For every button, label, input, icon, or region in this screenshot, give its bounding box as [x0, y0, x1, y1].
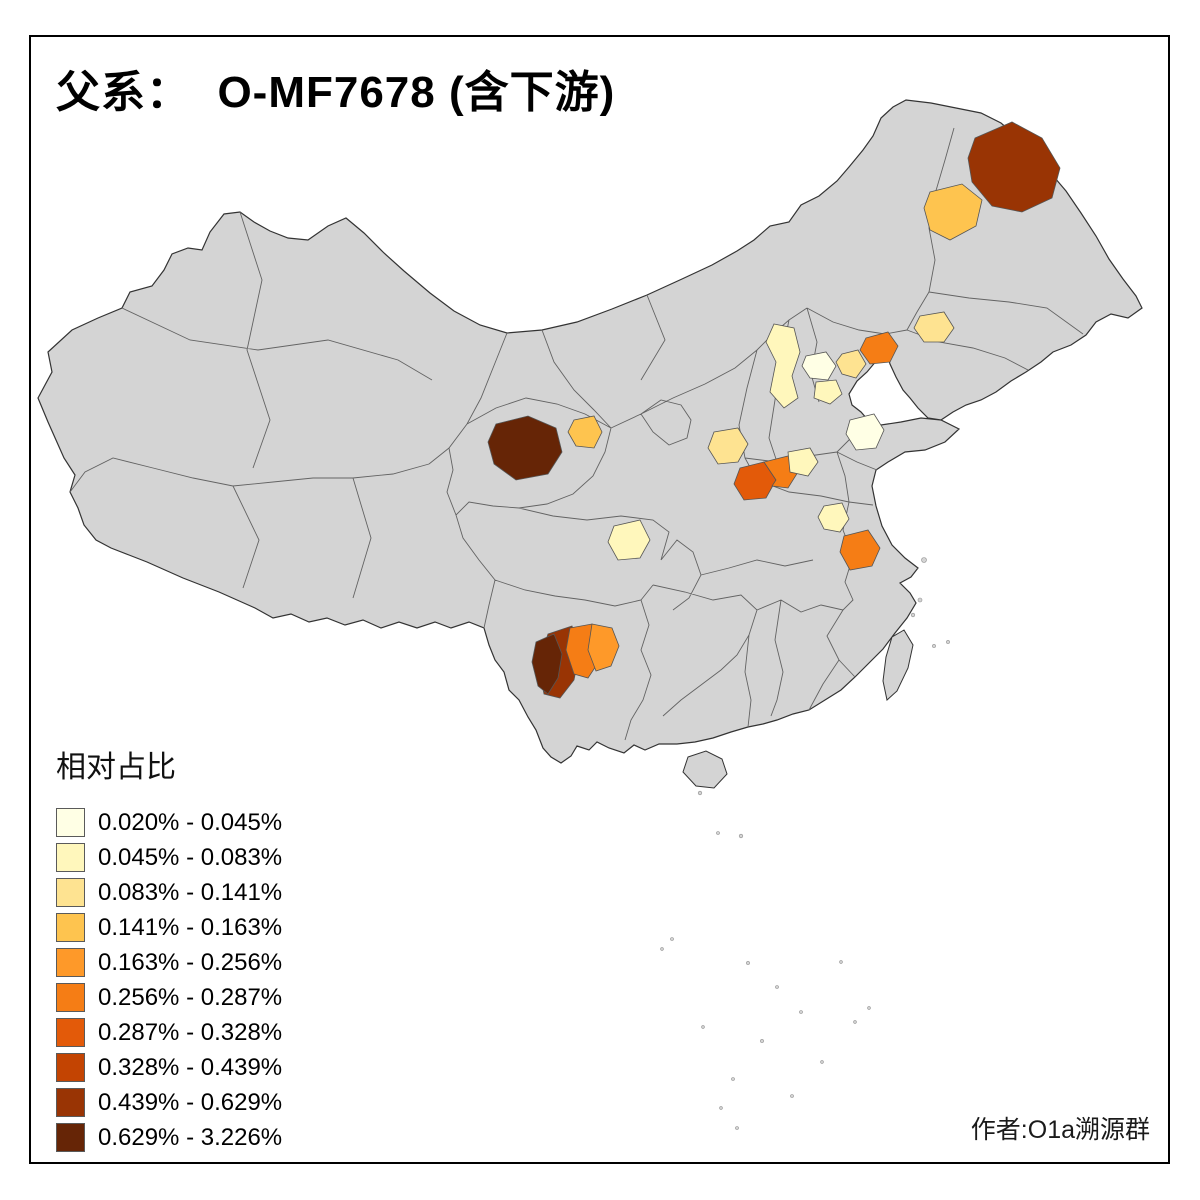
legend: 相对占比 0.020% - 0.045% 0.045% - 0.083% 0.083… [56, 742, 282, 1156]
legend-item: 0.083% - 0.141% [56, 876, 282, 909]
legend-label: 0.328% - 0.439% [98, 1053, 283, 1081]
legend-label: 0.163% - 0.256% [98, 948, 283, 976]
taiwan-island [882, 629, 914, 701]
map-region-yunnan-east [587, 623, 620, 672]
map-region-jilin [913, 311, 955, 343]
legend-swatch [56, 913, 85, 942]
legend-label: 0.083% - 0.141% [98, 878, 283, 906]
legend-item: 0.163% - 0.256% [56, 946, 282, 979]
legend-label: 0.629% - 3.226% [98, 1123, 283, 1151]
legend-item: 0.141% - 0.163% [56, 911, 282, 944]
legend-label: 0.439% - 0.629% [98, 1088, 283, 1116]
legend-swatch [56, 843, 85, 872]
legend-item: 0.256% - 0.287% [56, 981, 282, 1014]
map-region-northeast-west [923, 183, 983, 241]
legend-item: 0.439% - 0.629% [56, 1086, 282, 1119]
legend-swatch [56, 808, 85, 837]
legend-title: 相对占比 [56, 751, 176, 784]
legend-label: 0.045% - 0.083% [98, 843, 283, 871]
map-region-beijing-1 [801, 351, 837, 381]
legend-swatch [56, 1123, 85, 1152]
map-region-henan-north [787, 447, 819, 477]
hainan-island [682, 750, 728, 789]
legend-swatch [56, 1053, 85, 1082]
legend-label: 0.256% - 0.287% [98, 983, 283, 1011]
map-region-hebei-north [765, 323, 801, 409]
legend-swatch [56, 948, 85, 977]
legend-item: 0.287% - 0.328% [56, 1016, 282, 1049]
map-region-northeast-dark [967, 121, 1061, 213]
legend-item: 0.328% - 0.439% [56, 1051, 282, 1084]
legend-label: 0.287% - 0.328% [98, 1018, 283, 1046]
map-region-anhui-north [817, 502, 850, 533]
legend-items: 0.020% - 0.045% 0.045% - 0.083% 0.083% - 0… [56, 806, 282, 1154]
legend-item: 0.020% - 0.045% [56, 806, 282, 839]
map-region-beijing-2 [813, 379, 843, 405]
map-region-gansu [567, 415, 603, 449]
legend-swatch [56, 1088, 85, 1117]
legend-label: 0.141% - 0.163% [98, 913, 283, 941]
legend-swatch [56, 1018, 85, 1047]
legend-swatch [56, 878, 85, 907]
map-region-hebei-east [835, 349, 867, 379]
map-region-sichuan [607, 519, 651, 561]
page-title: 父系： O-MF7678 (含下游) [56, 68, 616, 117]
legend-item: 0.045% - 0.083% [56, 841, 282, 874]
map-region-qinghai [487, 415, 563, 481]
legend-swatch [56, 983, 85, 1012]
legend-item: 0.629% - 3.226% [56, 1121, 282, 1154]
map-region-yunnan-west-dark [531, 633, 563, 695]
small-islands [660, 557, 950, 1130]
map-region-jiangsu [839, 529, 881, 571]
map-region-shandong-west [845, 413, 885, 451]
plot-border [29, 35, 1170, 1164]
map-region-liaoning-coast [859, 331, 899, 365]
choropleth-regions [487, 121, 1061, 699]
legend-label: 0.020% - 0.045% [98, 808, 283, 836]
map-region-shanxi-south [707, 427, 749, 465]
attribution: 作者:O1a溯源群 [970, 1116, 1150, 1144]
